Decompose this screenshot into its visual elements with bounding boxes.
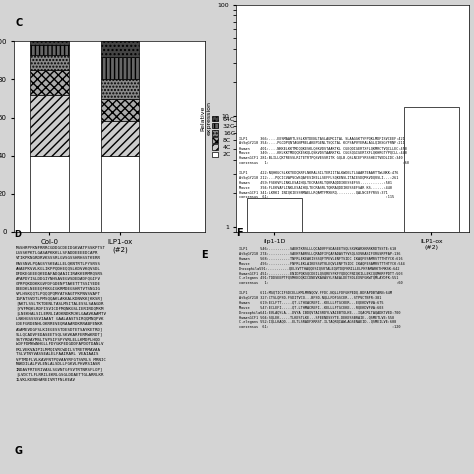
Text: ILP1      366:....EESMAARTLSSLKRTDENLTASLAGMCITAL SLAAGGKTYFPQKLMDFISVCEEF:421
A: ILP1 366:....EESMAARTLSSLKRTDENLTASLAGMC… [239, 137, 409, 199]
Bar [404, 107, 459, 474]
Bar [30, 55, 69, 70]
Text: G: G [14, 446, 22, 456]
Bar [30, 95, 69, 155]
Bar [30, 41, 69, 46]
Text: ILP1      546:..........SAEKTKRSLLLQCADVFFSDASEETSQLSXVKARXKRRKRDTSSTE:610
AtSqG: ILP1 546:..........SAEKTKRSLLLQCADVFFSDA… [239, 247, 404, 329]
Bar [100, 57, 139, 80]
Bar [100, 41, 139, 57]
Text: E: E [201, 250, 208, 260]
Bar [100, 155, 139, 232]
Bar [247, 198, 302, 474]
Legend: 64C, 32C, 16C, 8C, 4C, 2C: 64C, 32C, 16C, 8C, 4C, 2C [211, 116, 235, 157]
Y-axis label: Relative
expression: Relative expression [201, 101, 211, 135]
Text: MGSHRPFKNFRRRCGDDGCDEIDGKVATPSSKPTST
LSSSKPKTLGASAPKKKLLSFADDEEEEDCAPR
VTIKPKNGR: MGSHRPFKNFRRRCGDDGCDEIDGKVATPSSKPTST LSS… [16, 246, 106, 382]
Bar [30, 155, 69, 232]
Bar [100, 80, 139, 99]
Text: D: D [14, 229, 21, 238]
Bar [30, 70, 69, 95]
Bar [100, 121, 139, 155]
Text: F: F [237, 228, 243, 238]
Bar [100, 99, 139, 121]
Text: C: C [16, 18, 23, 28]
Bar [30, 46, 69, 55]
